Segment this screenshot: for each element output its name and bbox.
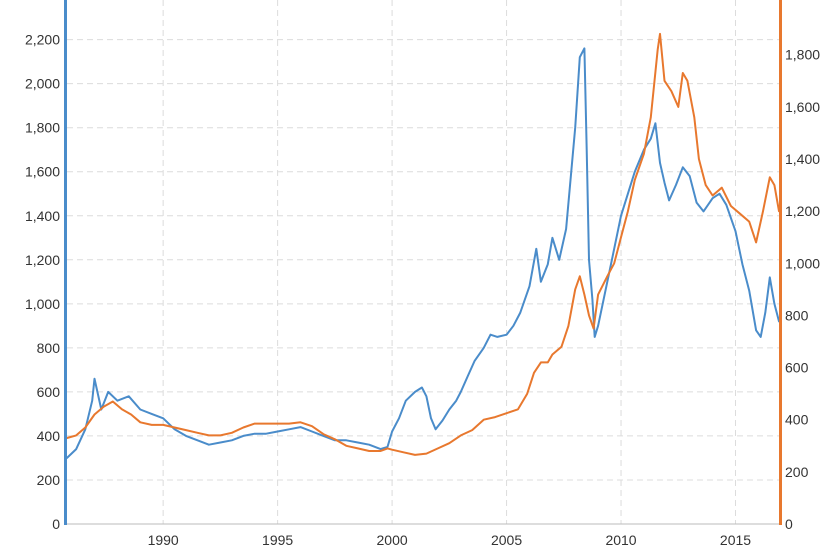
left-y-tick-label: 2,000 — [25, 76, 60, 92]
left-y-tick-label: 1,200 — [25, 252, 60, 268]
left-y-tick-label: 1,600 — [25, 164, 60, 180]
left-y-tick-label: 2,200 — [25, 32, 60, 48]
right-y-tick-label: 1,800 — [785, 47, 820, 63]
right-y-tick-label: 800 — [785, 307, 809, 323]
left-y-tick-label: 0 — [52, 516, 60, 532]
left-y-tick-label: 400 — [37, 428, 61, 444]
left-y-tick-label: 1,400 — [25, 208, 60, 224]
right-y-tick-label: 1,200 — [785, 203, 820, 219]
x-tick-label: 2015 — [720, 532, 751, 548]
x-tick-label: 2000 — [377, 532, 408, 548]
right-y-tick-label: 200 — [785, 464, 809, 480]
gridlines — [67, 0, 779, 524]
series-line-left-axis — [66, 47, 780, 459]
x-tick-label: 1995 — [262, 532, 293, 548]
right-y-tick-label: 1,000 — [785, 255, 820, 271]
axes — [64, 0, 782, 525]
x-tick-label: 1990 — [148, 532, 179, 548]
left-y-tick-label: 1,000 — [25, 296, 60, 312]
right-y-tick-label: 400 — [785, 412, 809, 428]
x-tick-label: 2010 — [605, 532, 636, 548]
series-line-right-axis — [66, 32, 780, 456]
right-y-tick-label: 1,600 — [785, 99, 820, 115]
left-y-tick-label: 1,800 — [25, 120, 60, 136]
series-lines — [66, 32, 780, 459]
right-y-tick-label: 1,400 — [785, 151, 820, 167]
right-y-tick-label: 0 — [785, 516, 793, 532]
right-y-tick-label: 600 — [785, 360, 809, 376]
left-y-tick-label: 800 — [37, 340, 61, 356]
x-tick-label: 2005 — [491, 532, 522, 548]
left-y-tick-label: 600 — [37, 384, 61, 400]
tick-labels: 1990 1995 2000 2005 2010 201502004006008001,0… — [25, 32, 820, 548]
left-y-tick-label: 200 — [37, 472, 61, 488]
